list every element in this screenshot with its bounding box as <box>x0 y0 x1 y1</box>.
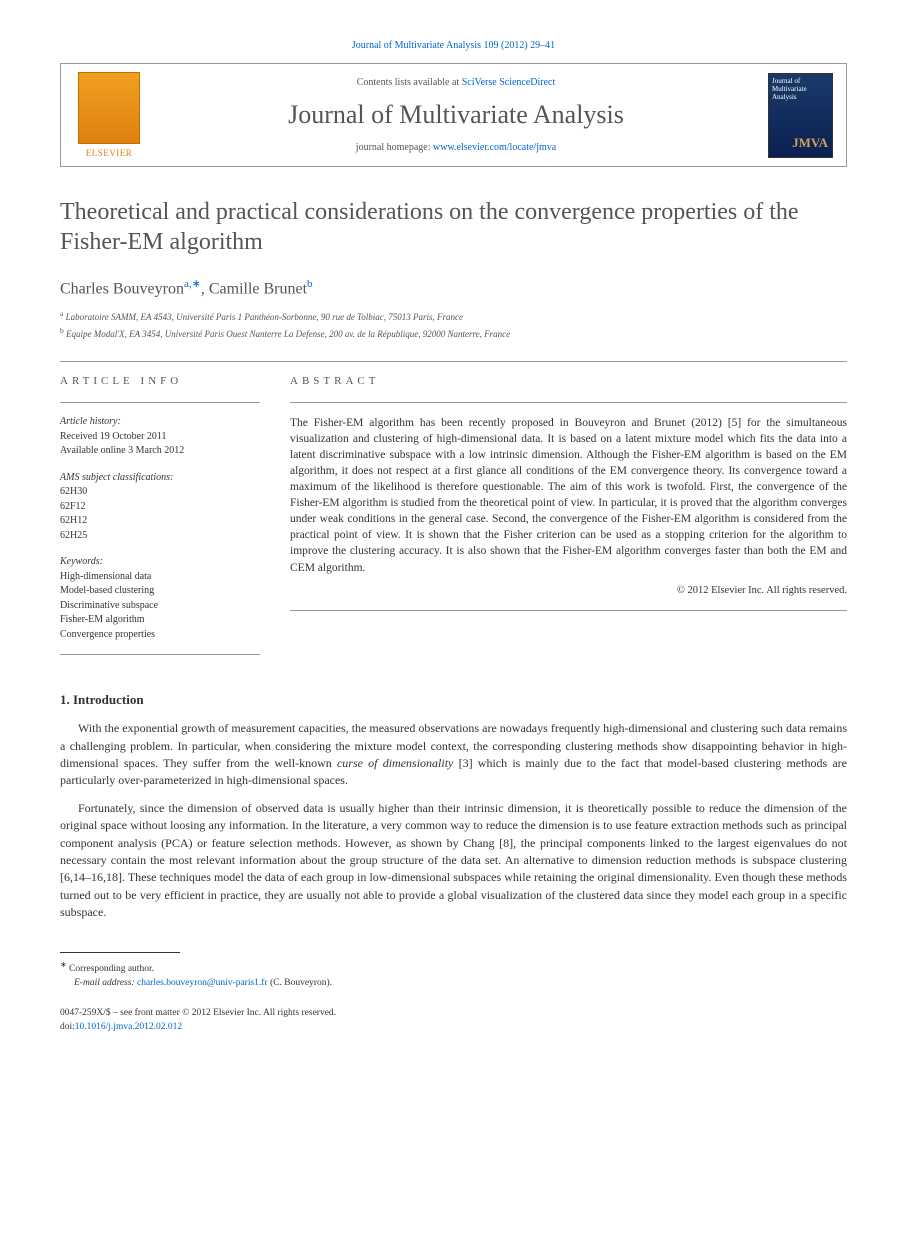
homepage-prefix: journal homepage: <box>356 142 433 153</box>
cover-thumbnail-block: Journal of Multivariate Analysis JMVA <box>755 64 846 166</box>
divider <box>60 361 847 362</box>
top-citation: Journal of Multivariate Analysis 109 (20… <box>60 40 847 51</box>
kw-5: Convergence properties <box>60 628 260 643</box>
history-received: Received 19 October 2011 <box>60 430 260 445</box>
info-abstract-row: ARTICLE INFO Article history: Received 1… <box>60 374 847 667</box>
footnote-separator <box>60 952 180 953</box>
ams-2: 62F12 <box>60 500 260 515</box>
ams-label: AMS subject classifications: <box>60 471 260 486</box>
homepage-link[interactable]: www.elsevier.com/locate/jmva <box>433 142 556 153</box>
homepage-line: journal homepage: www.elsevier.com/locat… <box>167 142 745 153</box>
contents-line: Contents lists available at SciVerse Sci… <box>167 77 745 88</box>
history-label: Article history: <box>60 415 260 430</box>
affil-a: Laboratoire SAMM, EA 4543, Université Pa… <box>66 312 463 322</box>
contents-prefix: Contents lists available at <box>357 77 462 88</box>
kw-3: Discriminative subspace <box>60 599 260 614</box>
elsevier-label: ELSEVIER <box>86 148 133 158</box>
history-block: Article history: Received 19 October 201… <box>60 415 260 459</box>
p1-italic: curse of dimensionality <box>337 756 453 770</box>
divider <box>60 654 260 655</box>
article-info-col: ARTICLE INFO Article history: Received 1… <box>60 374 260 667</box>
author-2-sup: b <box>307 278 313 290</box>
ams-4: 62H25 <box>60 529 260 544</box>
intro-para-2: Fortunately, since the dimension of obse… <box>60 800 847 922</box>
front-matter-line: 0047-259X/$ – see front matter © 2012 El… <box>60 1006 847 1020</box>
ams-3: 62H12 <box>60 514 260 529</box>
keywords-block: Keywords: High-dimensional data Model-ba… <box>60 555 260 642</box>
journal-header-box: ELSEVIER Contents lists available at Sci… <box>60 63 847 167</box>
divider <box>60 402 260 403</box>
elsevier-logo-block: ELSEVIER <box>61 64 157 166</box>
p2: Fortunately, since the dimension of obse… <box>60 801 847 919</box>
footnote-block: ∗ Corresponding author. E-mail address: … <box>60 959 847 991</box>
cover-top-text: Journal of Multivariate Analysis <box>772 77 807 101</box>
email-suffix: (C. Bouveyron). <box>270 978 332 988</box>
abstract-heading: ABSTRACT <box>290 374 847 389</box>
author-1-sup: a,∗ <box>184 278 201 290</box>
bottom-info: 0047-259X/$ – see front matter © 2012 El… <box>60 1006 847 1035</box>
email-label: E-mail address: <box>74 978 135 988</box>
abstract-col: ABSTRACT The Fisher-EM algorithm has bee… <box>290 374 847 667</box>
abstract-copyright: © 2012 Elsevier Inc. All rights reserved… <box>290 584 847 599</box>
divider <box>290 402 847 403</box>
keywords-label: Keywords: <box>60 555 260 570</box>
article-info-heading: ARTICLE INFO <box>60 374 260 390</box>
author-1: Charles Bouveyron <box>60 280 184 297</box>
intro-para-1: With the exponential growth of measureme… <box>60 720 847 790</box>
history-online: Available online 3 March 2012 <box>60 444 260 459</box>
divider <box>290 610 847 611</box>
kw-1: High-dimensional data <box>60 570 260 585</box>
doi-link[interactable]: 10.1016/j.jmva.2012.02.012 <box>75 1022 182 1032</box>
authors-line: Charles Bouveyrona,∗, Camille Brunetb <box>60 277 847 298</box>
doi-label: doi: <box>60 1022 75 1032</box>
affiliations: a Laboratoire SAMM, EA 4543, Université … <box>60 308 847 341</box>
author-2: Camille Brunet <box>209 280 307 297</box>
journal-cover-icon: Journal of Multivariate Analysis JMVA <box>768 73 833 158</box>
kw-4: Fisher-EM algorithm <box>60 613 260 628</box>
article-title: Theoretical and practical considerations… <box>60 197 847 257</box>
sciencedirect-link[interactable]: SciVerse ScienceDirect <box>462 77 556 88</box>
elsevier-tree-icon <box>78 72 140 144</box>
kw-2: Model-based clustering <box>60 584 260 599</box>
journal-name: Journal of Multivariate Analysis <box>167 100 745 130</box>
ams-block: AMS subject classifications: 62H30 62F12… <box>60 471 260 544</box>
email-link[interactable]: charles.bouveyron@univ-paris1.fr <box>137 978 268 988</box>
ams-1: 62H30 <box>60 485 260 500</box>
corr-author-label: Corresponding author. <box>69 964 154 974</box>
abstract-text: The Fisher-EM algorithm has been recentl… <box>290 415 847 576</box>
header-center: Contents lists available at SciVerse Sci… <box>157 64 755 166</box>
affil-b: Equipe Modal'X, EA 3454, Université Pari… <box>66 329 510 339</box>
cover-abbr: JMVA <box>792 135 828 151</box>
section-1-heading: 1. Introduction <box>60 692 847 708</box>
